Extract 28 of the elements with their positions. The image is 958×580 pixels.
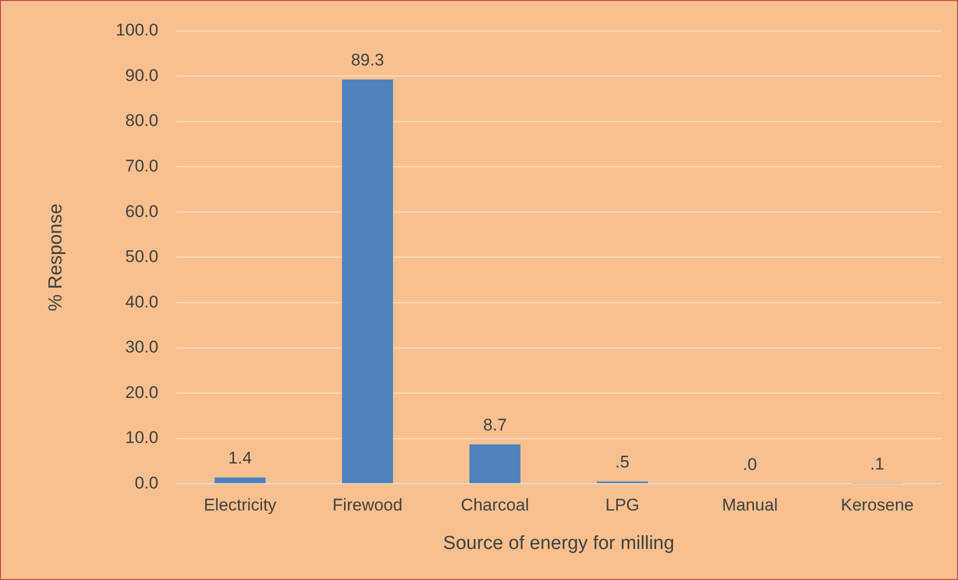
x-tick-label: Manual <box>722 496 778 515</box>
data-label: .1 <box>870 454 884 474</box>
data-label: 1.4 <box>228 448 252 468</box>
y-axis-title: % Response <box>46 204 67 312</box>
x-tick-label: Charcoal <box>460 496 529 515</box>
y-tick-label: 10.0 <box>125 428 158 448</box>
data-label: .5 <box>615 452 630 472</box>
y-tick-label: 80.0 <box>125 111 158 130</box>
data-label: .0 <box>742 454 757 474</box>
y-tick-label: 30.0 <box>125 338 158 357</box>
x-tick-label: Firewood <box>332 496 402 515</box>
x-tick-label: LPG <box>605 496 640 515</box>
y-tick-label: 20.0 <box>125 382 158 402</box>
data-label: 89.3 <box>350 50 384 70</box>
y-tick-label: 50.0 <box>125 247 158 266</box>
x-tick-label: Kerosene <box>840 496 914 515</box>
y-tick-label: 70.0 <box>125 156 158 176</box>
bar <box>214 477 266 484</box>
x-tick-label: Electricity <box>204 496 277 515</box>
y-tick-label: 60.0 <box>125 202 158 221</box>
x-axis-title: Source of energy for milling <box>443 532 674 554</box>
y-tick-label: 90.0 <box>125 66 158 85</box>
data-label: 8.7 <box>483 416 507 435</box>
bar <box>342 79 393 484</box>
y-tick-label: 0.0 <box>134 473 158 492</box>
y-tick-label: 40.0 <box>125 292 158 312</box>
bar <box>469 444 520 484</box>
y-tick-label: 100.0 <box>116 20 158 40</box>
